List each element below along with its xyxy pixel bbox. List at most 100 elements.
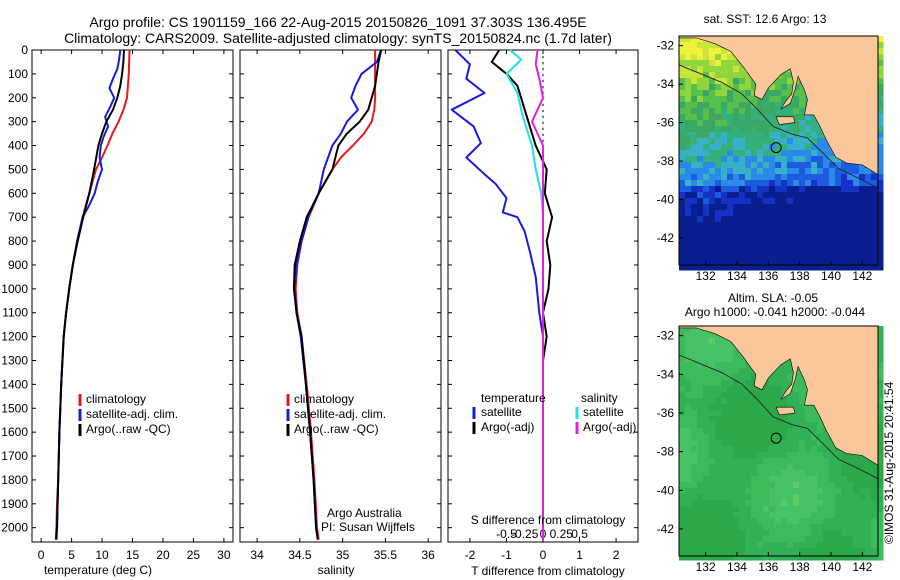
sla_map-cell — [793, 392, 800, 399]
sla_map-cell — [691, 350, 698, 357]
sst_map-cell — [733, 204, 740, 211]
sst_map-cell — [877, 174, 884, 181]
sst_map-cell — [835, 252, 842, 259]
sla_map-cell — [781, 542, 788, 549]
sla_map-cell — [721, 362, 728, 369]
sla_map-cell — [679, 434, 686, 441]
sst_map-cell — [703, 42, 710, 49]
sla_map-cell — [721, 386, 728, 393]
sst_map-cell — [733, 258, 740, 265]
sst_map-cell — [787, 192, 794, 199]
sst_map-cell — [745, 126, 752, 133]
sst_map-cell — [697, 138, 704, 145]
sla_map-cell — [793, 536, 800, 543]
sst_map-cell — [709, 78, 716, 85]
sla_map-cell — [703, 458, 710, 465]
sla_map-cell — [775, 518, 782, 525]
temperature-xtick-label: 25 — [187, 548, 201, 562]
sst_map-cell — [835, 240, 842, 247]
sla_map-cell — [781, 368, 788, 375]
sla_map-cell — [829, 446, 836, 453]
sst_map-cell — [739, 132, 746, 139]
sla_map-cell — [733, 368, 740, 375]
difference-legend-label: satellite — [583, 405, 624, 419]
sla_map-cell — [793, 380, 800, 387]
sla_map-cell — [841, 506, 848, 513]
sst_map-cell — [703, 252, 710, 259]
sst_map-cell — [793, 156, 800, 163]
sla_map-cell — [685, 374, 692, 381]
sst_map-cell — [793, 138, 800, 145]
sst_map-cell — [787, 264, 794, 271]
sla_map-cell — [757, 500, 764, 507]
sst_map-cell — [727, 228, 734, 235]
sst_map-cell — [751, 228, 758, 235]
sst_map-cell — [865, 192, 872, 199]
sla_map-cell — [877, 386, 884, 393]
sst_map-cell — [727, 96, 734, 103]
temperature-panel: 0100200300400500600700800900100011001200… — [1, 43, 234, 562]
sst_map-cell — [709, 222, 716, 229]
sla_map-cell — [763, 410, 770, 417]
temperature-legend-label: climatology — [86, 392, 146, 406]
sla_map-cell — [691, 344, 698, 351]
sla_map-cell — [685, 440, 692, 447]
sla_map-cell — [727, 464, 734, 471]
sla_map-cell — [841, 512, 848, 519]
sla_map-cell — [703, 386, 710, 393]
sla_map-cell — [877, 416, 884, 423]
sst_map-cell — [751, 156, 758, 163]
sst_map-cell — [781, 138, 788, 145]
sst_map-cell — [721, 222, 728, 229]
sla_map-cell — [877, 518, 884, 525]
sst_map-cell — [853, 252, 860, 259]
sla_map-cell — [703, 350, 710, 357]
sst_map-cell — [835, 162, 842, 169]
sst_map-cell — [823, 156, 830, 163]
sst_map-cell — [703, 132, 710, 139]
sst_map-cell — [817, 168, 824, 175]
sst_map-cell — [703, 48, 710, 55]
sst_map-cell — [877, 60, 884, 67]
sst_map-cell — [751, 180, 758, 187]
sla_map-cell — [751, 542, 758, 549]
sst_map-cell — [763, 174, 770, 181]
sst_map-cell — [835, 246, 842, 253]
sst_map-cell — [793, 258, 800, 265]
salinity-legend-label: satellite-adj. clim. — [294, 407, 386, 421]
sla_map-cell — [709, 350, 716, 357]
sla_map-cell — [865, 542, 872, 549]
sst_map-cell — [685, 66, 692, 73]
sla_map-cell — [715, 422, 722, 429]
sla_map-lat-tick-label: -42 — [657, 522, 675, 536]
sst_map-cell — [733, 228, 740, 235]
sla_map-cell — [871, 470, 878, 477]
sla_map-cell — [703, 464, 710, 471]
sst_map-cell — [727, 138, 734, 145]
sla_map-cell — [817, 416, 824, 423]
sla_map-cell — [793, 506, 800, 513]
sst_map-cell — [775, 108, 782, 115]
sst_map-cell — [841, 192, 848, 199]
sst_map-cell — [751, 108, 758, 115]
sla_map-cell — [691, 326, 698, 333]
depth-tick-label: 1700 — [1, 449, 28, 463]
sla_map-cell — [853, 512, 860, 519]
sst_map-cell — [871, 204, 878, 211]
sla_map-cell — [775, 524, 782, 531]
sst_map-cell — [823, 258, 830, 265]
sla_map-cell — [805, 554, 812, 561]
sla_map-cell — [703, 410, 710, 417]
sla_map-cell — [691, 374, 698, 381]
sst_map-cell — [691, 222, 698, 229]
sst_map-cell — [679, 54, 686, 61]
sla_map-cell — [745, 530, 752, 537]
imos-credit: ©IMOS 31-Aug-2015 20:41:54 — [882, 381, 896, 544]
sla_map-cell — [739, 404, 746, 411]
sst_map-cell — [721, 120, 728, 127]
sst_map-cell — [787, 204, 794, 211]
sla_map-cell — [865, 548, 872, 555]
sla_map-cell — [739, 536, 746, 543]
sst_map-cell — [733, 84, 740, 91]
sst_map-cell — [709, 252, 716, 259]
